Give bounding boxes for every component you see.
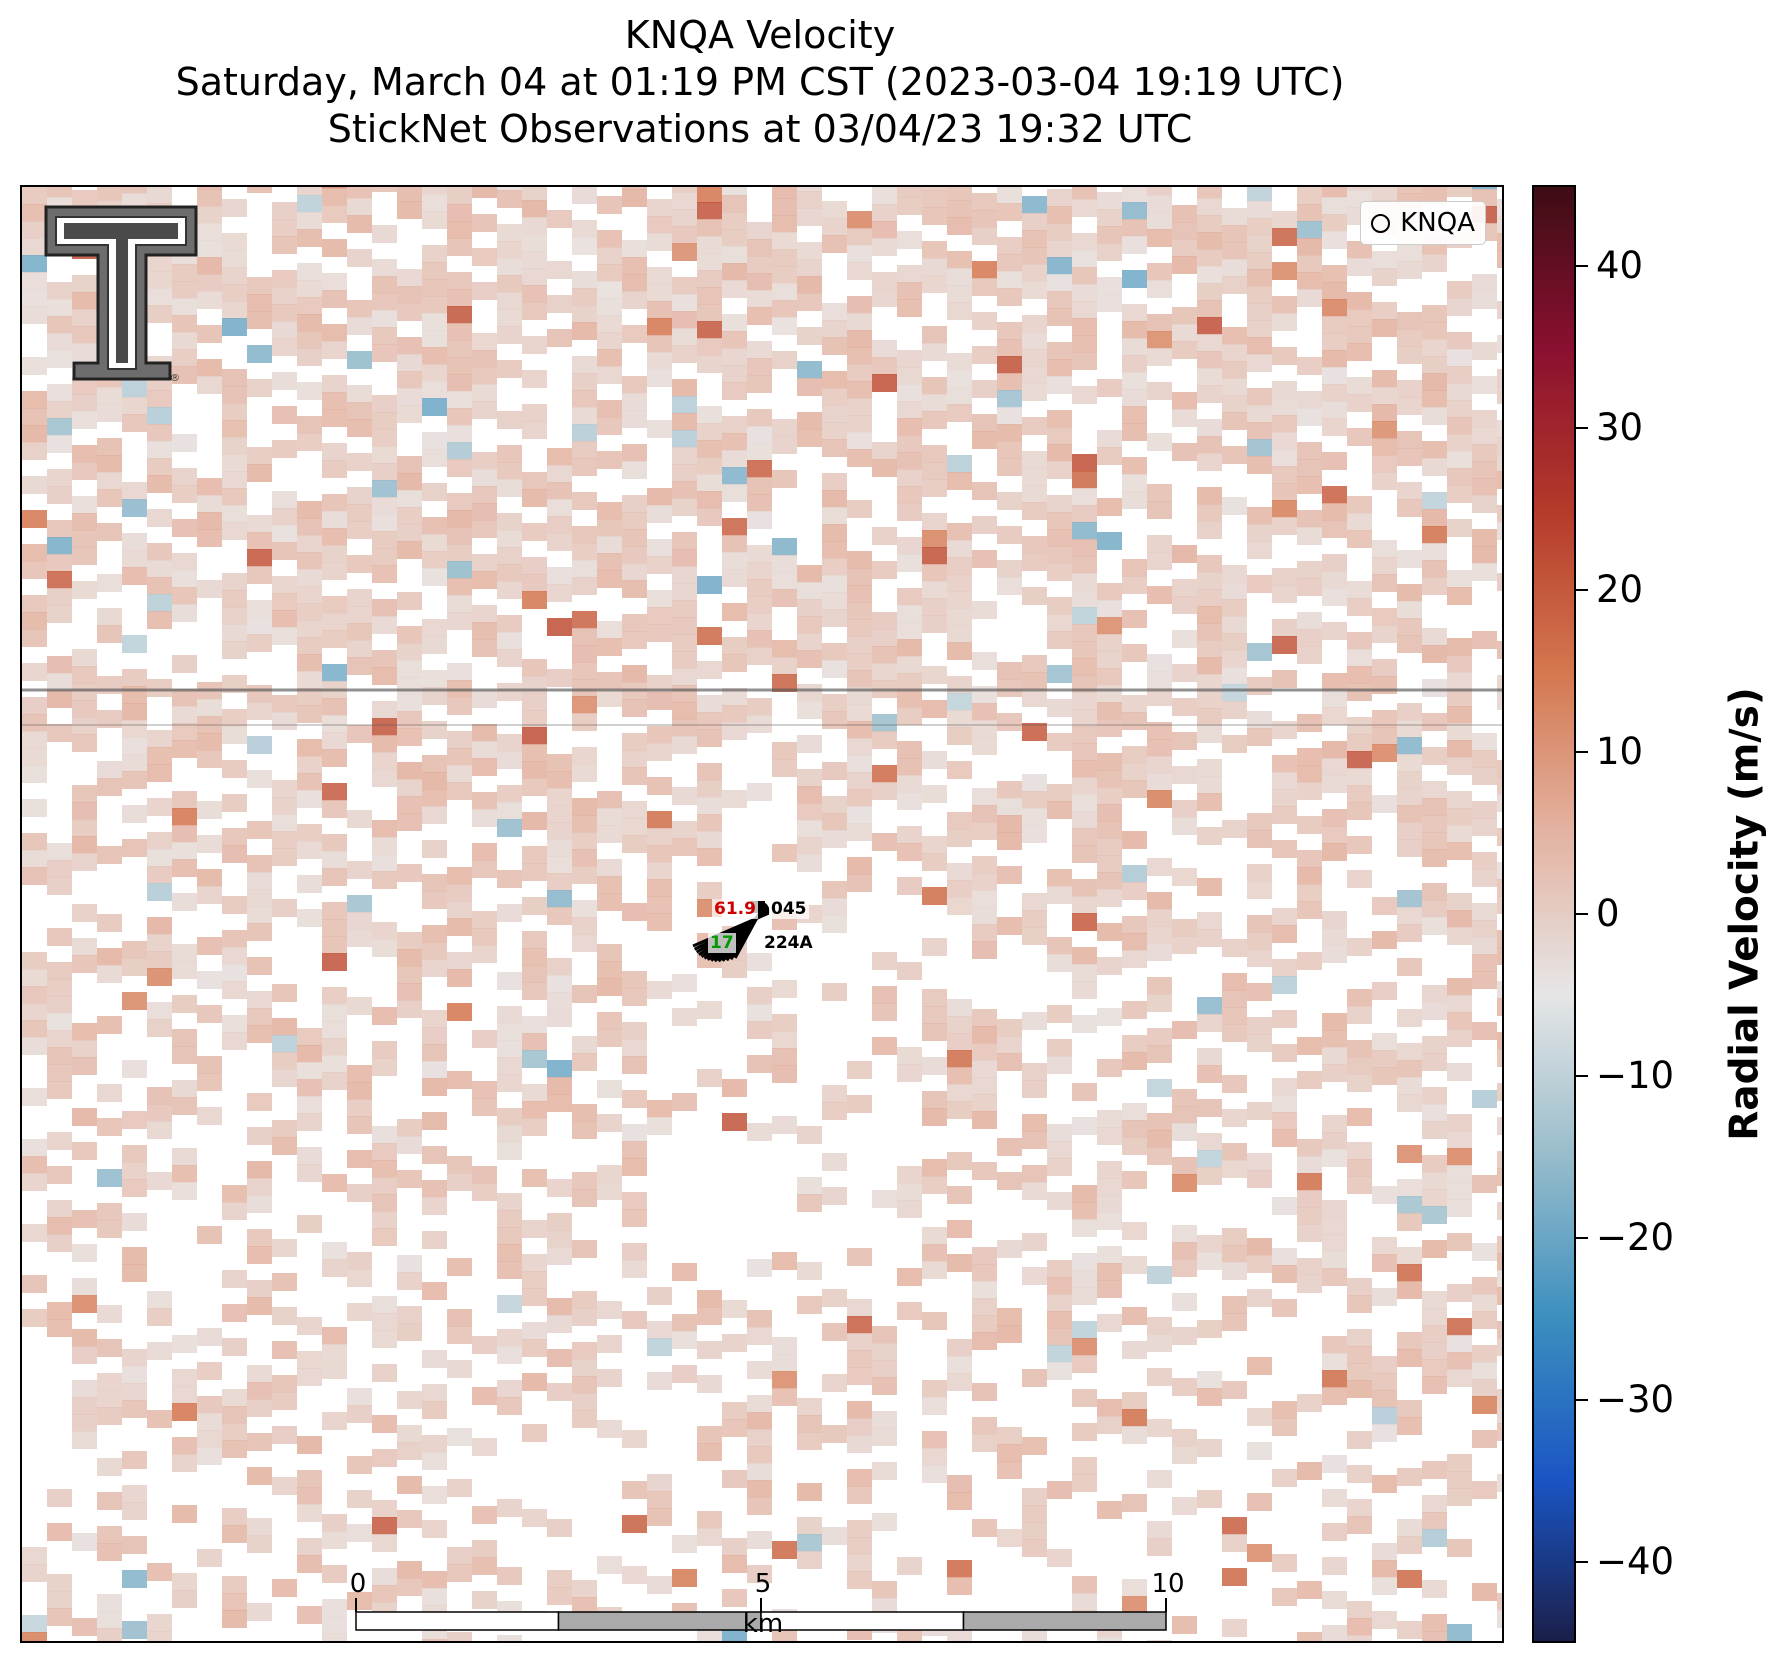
- svg-text:®: ®: [170, 373, 180, 383]
- radar-site-marker-icon: [1371, 213, 1391, 233]
- scalebar-tick-10: 10: [1151, 1569, 1185, 1599]
- radar-gates: [22, 187, 1502, 1641]
- colorbar-tick-mark: [1576, 751, 1588, 753]
- colorbar-tick-label: −30: [1596, 1378, 1675, 1421]
- chart-subtitle-observations: StickNet Observations at 03/04/23 19:32 …: [327, 107, 1193, 151]
- colorbar-tick-mark: [1576, 1561, 1588, 1563]
- scalebar-tick-5: 5: [754, 1569, 772, 1599]
- chart-subtitle-time: Saturday, March 04 at 01:19 PM CST (2023…: [175, 60, 1345, 104]
- colorbar-tick-label: −10: [1596, 1054, 1675, 1097]
- colorbar-tick-mark: [1576, 1237, 1588, 1239]
- radar-map-panel[interactable]: ® KNQA 61.9 045 17 224A 0 5 10 km: [20, 185, 1504, 1643]
- station-id-045: 045: [769, 899, 809, 919]
- colorbar-tick-mark: [1576, 265, 1588, 267]
- colorbar-tick-label: 40: [1596, 244, 1644, 287]
- scalebar-tick-0: 0: [349, 1569, 367, 1599]
- legend-label: KNQA: [1400, 208, 1475, 238]
- colorbar-tick-mark: [1576, 589, 1588, 591]
- colorbar-tick-mark: [1576, 913, 1588, 915]
- colorbar-tick-mark: [1576, 427, 1588, 429]
- station-id-224A: 224A: [762, 933, 815, 953]
- station-value-224A: 17: [708, 933, 736, 953]
- scalebar-unit: km: [742, 1609, 784, 1639]
- colorbar-tick-mark: [1576, 1399, 1588, 1401]
- colorbar-tick-label: −20: [1596, 1216, 1675, 1259]
- velocity-colorbar: [1532, 185, 1576, 1643]
- radar-velocity-field: [22, 187, 1502, 1641]
- scalebar: [355, 1598, 1167, 1631]
- colorbar-tick-label: 0: [1596, 892, 1620, 935]
- colorbar-tick-label: 20: [1596, 568, 1644, 611]
- colorbar-tick-label: 10: [1596, 730, 1644, 773]
- map-legend: KNQA: [1360, 201, 1486, 245]
- colorbar-tick-mark: [1576, 1075, 1588, 1077]
- colorbar-label: Radial Velocity (m/s): [1722, 687, 1768, 1141]
- colorbar-tick-label: −40: [1596, 1540, 1675, 1583]
- colorbar-tick-label: 30: [1596, 406, 1644, 449]
- chart-title: KNQA Velocity: [624, 13, 896, 57]
- station-value-045: 61.9: [712, 899, 758, 919]
